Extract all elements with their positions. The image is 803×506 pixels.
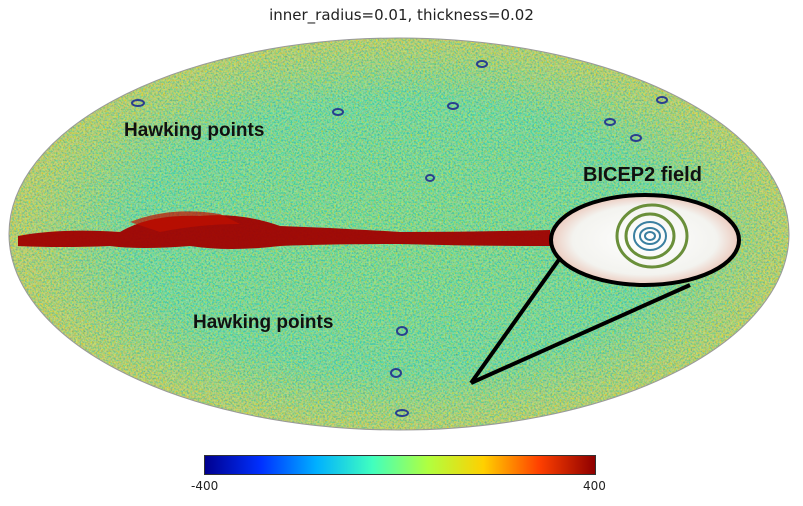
colorbar [204,455,596,475]
bicep2-field-label: BICEP2 field [583,164,702,186]
colorbar-min-label: -400 [191,479,219,493]
hawking-points-label-top: Hawking points [124,120,265,141]
hawking-points-label-bottom: Hawking points [193,312,334,333]
map-title: inner_radius=0.01, thickness=0.02 [269,6,534,24]
bicep2-inset [549,193,741,287]
ring-markers [131,60,668,417]
colorbar-max-label: 400 [583,479,606,493]
bicep-callout [469,252,691,385]
